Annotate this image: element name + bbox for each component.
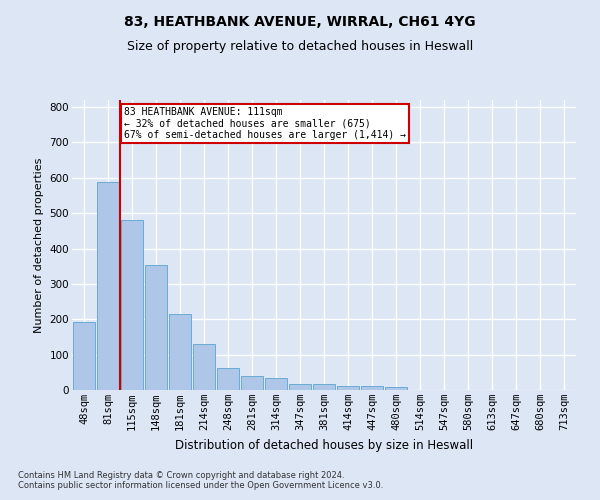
Y-axis label: Number of detached properties: Number of detached properties	[34, 158, 44, 332]
Bar	[145, 265, 167, 390]
Bar	[73, 322, 95, 390]
Bar	[265, 378, 287, 390]
X-axis label: Distribution of detached houses by size in Heswall: Distribution of detached houses by size …	[175, 438, 473, 452]
Text: Size of property relative to detached houses in Heswall: Size of property relative to detached ho…	[127, 40, 473, 53]
Text: 83 HEATHBANK AVENUE: 111sqm
← 32% of detached houses are smaller (675)
67% of se: 83 HEATHBANK AVENUE: 111sqm ← 32% of det…	[124, 107, 406, 140]
Text: 83, HEATHBANK AVENUE, WIRRAL, CH61 4YG: 83, HEATHBANK AVENUE, WIRRAL, CH61 4YG	[124, 15, 476, 29]
Bar	[217, 368, 239, 390]
Bar	[361, 386, 383, 390]
Text: Contains HM Land Registry data © Crown copyright and database right 2024.
Contai: Contains HM Land Registry data © Crown c…	[18, 470, 383, 490]
Bar	[313, 384, 335, 390]
Bar	[337, 386, 359, 390]
Bar	[289, 384, 311, 390]
Bar	[385, 387, 407, 390]
Bar	[193, 344, 215, 390]
Bar	[121, 220, 143, 390]
Bar	[97, 182, 119, 390]
Bar	[241, 376, 263, 390]
Bar	[169, 314, 191, 390]
